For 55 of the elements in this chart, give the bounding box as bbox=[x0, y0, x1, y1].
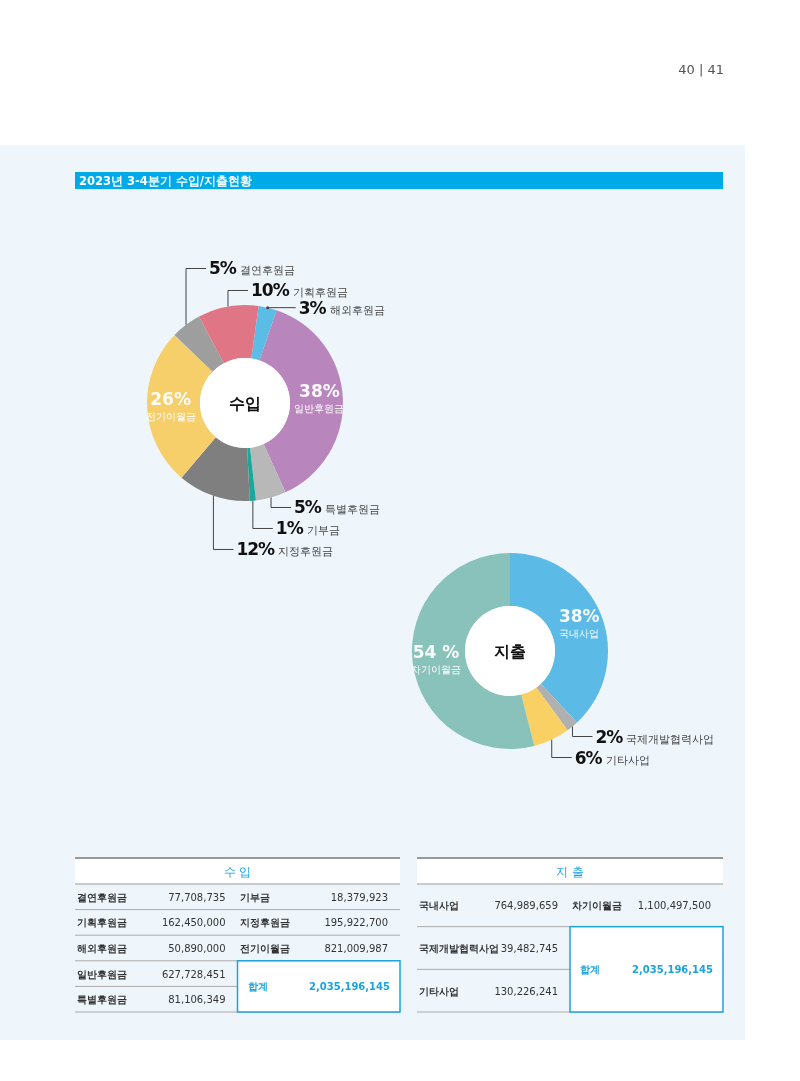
data-label: 10% bbox=[250, 280, 290, 301]
text: 수입 bbox=[229, 394, 261, 413]
text: 50,890,000 bbox=[168, 943, 226, 954]
data-label: 12% bbox=[236, 539, 276, 560]
text: 차기이월금 bbox=[572, 900, 622, 912]
slice-label: 특별후원금 bbox=[324, 503, 380, 517]
text: 627,728,451 bbox=[161, 968, 226, 980]
text: 77,708,735 bbox=[168, 891, 226, 903]
text: 기부금 bbox=[239, 891, 270, 903]
text: 결연후원금 bbox=[77, 891, 127, 903]
text: 수 입 bbox=[223, 865, 252, 879]
text: 1,100,497,500 bbox=[637, 900, 711, 912]
slice-label: 결연후원금 bbox=[239, 264, 295, 278]
data-label: 26% bbox=[150, 388, 191, 409]
text: 국제개발협력사업 bbox=[419, 943, 499, 954]
slice-label: 기타사업 bbox=[605, 753, 650, 767]
text: 2,035,196,145 bbox=[632, 964, 714, 976]
text: 2,035,196,145 bbox=[309, 981, 391, 993]
data-label: 2% bbox=[595, 726, 624, 747]
text: 764,989,659 bbox=[494, 900, 558, 912]
text: 일반후원금 bbox=[77, 968, 127, 980]
data-label: 54 % bbox=[412, 642, 460, 663]
text: 기타사업 bbox=[419, 985, 459, 997]
text: 162,450,000 bbox=[161, 917, 226, 929]
text: 지 출 bbox=[556, 865, 584, 879]
text: 39,482,745 bbox=[500, 943, 558, 954]
text: 130,226,241 bbox=[494, 985, 558, 997]
data-label: 3% bbox=[298, 297, 327, 318]
data-label: 5% bbox=[209, 258, 237, 279]
text: 전기이월금 bbox=[239, 943, 290, 954]
text: 2023년 3-4분기 수입/지출현황 bbox=[79, 174, 252, 188]
text: 821,009,987 bbox=[324, 943, 388, 954]
text: 합계 bbox=[580, 964, 600, 976]
data-label: 38% bbox=[299, 381, 340, 402]
slice-label: 해외후원금 bbox=[329, 303, 385, 317]
text: 지정후원금 bbox=[239, 917, 290, 929]
slice-label: 국제개발협력사업 bbox=[626, 732, 715, 746]
data-label: 5% bbox=[294, 497, 322, 518]
text: 기획후원금 bbox=[77, 917, 127, 929]
text: 특별후원금 bbox=[77, 994, 127, 1006]
data-label: 1% bbox=[275, 518, 304, 539]
slice-label: 기획후원금 bbox=[292, 286, 348, 300]
data-label: 6% bbox=[574, 747, 603, 768]
text: 81,106,349 bbox=[168, 994, 226, 1006]
slice-label: 지정후원금 bbox=[278, 545, 334, 559]
text: 해외후원금 bbox=[77, 943, 127, 954]
text: 195,922,700 bbox=[324, 917, 388, 929]
text: 합계 bbox=[247, 981, 268, 993]
text: 국내사업 bbox=[419, 900, 459, 912]
slice-label: 국내사업 bbox=[559, 627, 600, 639]
data-label: 38% bbox=[558, 605, 600, 626]
text: 40 | 41 bbox=[678, 62, 724, 77]
slice-label: 기부금 bbox=[306, 524, 340, 538]
text: 지출 bbox=[494, 642, 526, 661]
text: 18,379,923 bbox=[330, 891, 388, 903]
